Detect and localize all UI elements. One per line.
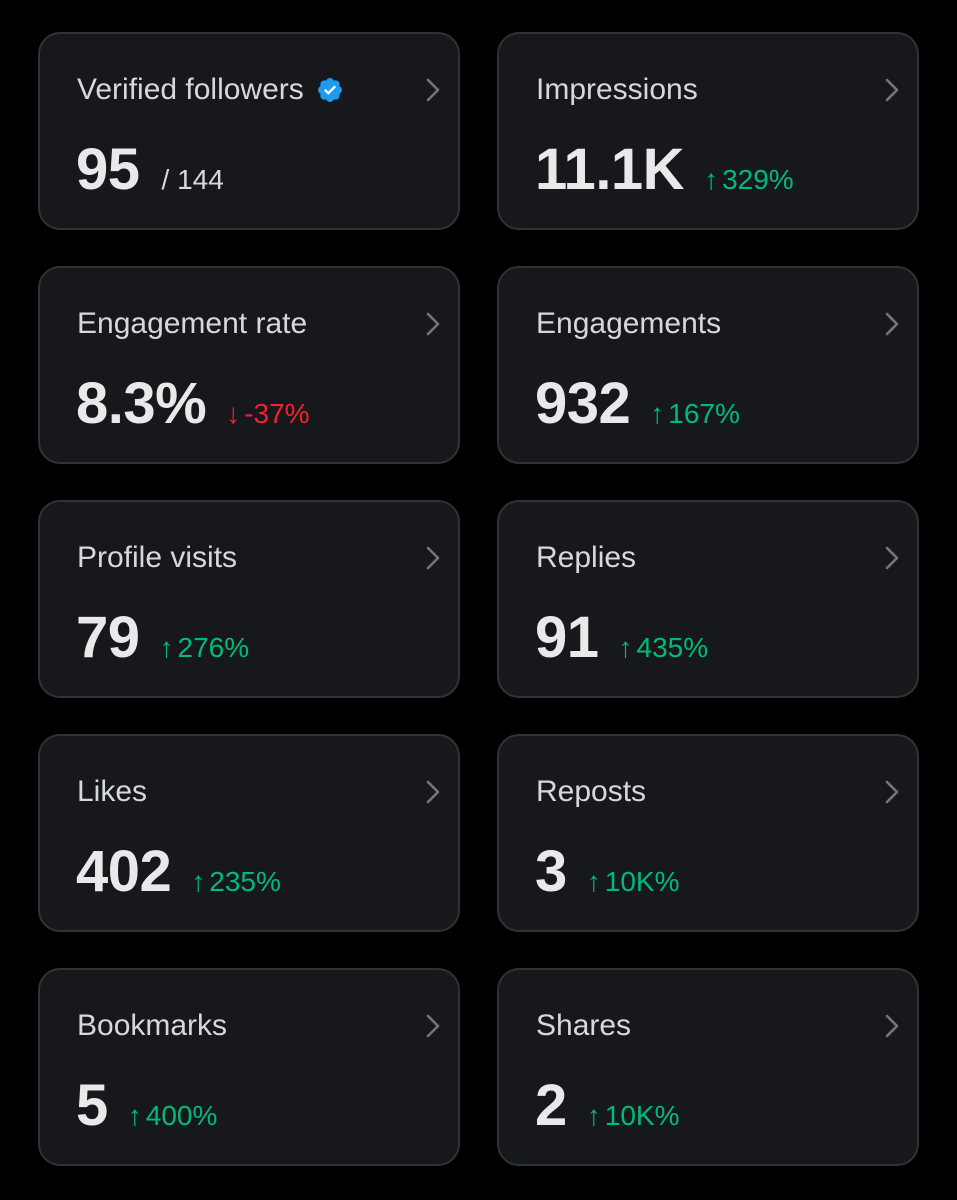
card-replies[interactable]: Replies 91 ↑ 435% [497, 500, 919, 698]
metric-change: ↑ 10K% [587, 1100, 680, 1132]
chevron-right-icon [885, 312, 899, 336]
chevron-right-icon [426, 78, 440, 102]
change-text: -37% [244, 398, 310, 429]
arrow-up-icon: ↑ [650, 398, 665, 429]
arrow-up-icon: ↑ [127, 1100, 142, 1131]
arrow-down-icon: ↓ [226, 398, 241, 429]
metric-change: ↓ -37% [226, 398, 309, 430]
card-title: Engagements [536, 307, 722, 340]
change-text: 276% [177, 632, 250, 663]
chevron-right-icon [426, 546, 440, 570]
metric-change: ↑ 167% [650, 398, 740, 430]
arrow-up-icon: ↑ [159, 632, 174, 663]
card-title: Verified followers [77, 73, 304, 106]
value-row: 8.3% ↓ -37% [76, 372, 310, 436]
change-text: 435% [636, 632, 709, 663]
chevron-right-icon [426, 780, 440, 804]
value-row: 402 ↑ 235% [76, 840, 281, 904]
chevron-right-icon [885, 1014, 899, 1038]
metric-change: ↑ 435% [619, 632, 709, 664]
metric-change: ↑ 276% [160, 632, 250, 664]
card-title: Engagement rate [77, 307, 308, 340]
value-row: 2 ↑ 10K% [535, 1074, 679, 1138]
arrow-up-icon: ↑ [191, 866, 206, 897]
chevron-right-icon [885, 546, 899, 570]
card-title: Impressions [536, 73, 698, 106]
metric-value: 11.1K [535, 137, 685, 202]
metric-change: ↑ 235% [191, 866, 281, 898]
card-title-wrap: Verified followers [77, 72, 344, 108]
chevron-right-icon [885, 780, 899, 804]
change-text: 400% [145, 1100, 218, 1131]
metric-change: ↑ 10K% [587, 866, 680, 898]
card-bookmarks[interactable]: Bookmarks 5 ↑ 400% [38, 968, 460, 1166]
value-row: 79 ↑ 276% [76, 606, 249, 670]
card-title: Bookmarks [77, 1009, 228, 1042]
card-title: Reposts [536, 775, 647, 808]
metric-value: 402 [76, 839, 172, 904]
value-row: 11.1K ↑ 329% [535, 138, 794, 202]
card-title: Profile visits [77, 541, 238, 574]
metric-value: 932 [535, 371, 631, 436]
value-row: 932 ↑ 167% [535, 372, 740, 436]
change-text: 10K% [604, 866, 680, 897]
change-text: 10K% [604, 1100, 680, 1131]
metric-value: 91 [535, 605, 599, 670]
value-row: 5 ↑ 400% [76, 1074, 217, 1138]
card-impressions[interactable]: Impressions 11.1K ↑ 329% [497, 32, 919, 230]
card-title: Shares [536, 1009, 632, 1042]
chevron-right-icon [885, 78, 899, 102]
card-engagements[interactable]: Engagements 932 ↑ 167% [497, 266, 919, 464]
arrow-up-icon: ↑ [586, 1100, 601, 1131]
card-title: Likes [77, 775, 148, 808]
arrow-up-icon: ↑ [618, 632, 633, 663]
metrics-grid: Verified followers 95 / 144 Impressions … [38, 32, 919, 1166]
change-text: 167% [668, 398, 740, 429]
metric-value: 5 [76, 1073, 108, 1138]
metric-change: ↑ 329% [704, 164, 794, 196]
chevron-right-icon [426, 1014, 440, 1038]
card-verified-followers[interactable]: Verified followers 95 / 144 [38, 32, 460, 230]
metric-change: ↑ 400% [128, 1100, 218, 1132]
card-likes[interactable]: Likes 402 ↑ 235% [38, 734, 460, 932]
metric-value: 8.3% [76, 371, 207, 436]
metric-value: 79 [76, 605, 140, 670]
chevron-right-icon [426, 312, 440, 336]
metric-value: 3 [535, 839, 567, 904]
arrow-up-icon: ↑ [704, 164, 719, 195]
metric-total: / 144 [161, 164, 224, 195]
verified-badge-icon [317, 78, 342, 102]
card-title: Replies [536, 541, 637, 574]
change-text: 235% [209, 866, 281, 897]
card-reposts[interactable]: Reposts 3 ↑ 10K% [497, 734, 919, 932]
metric-value: 2 [535, 1073, 567, 1138]
value-row: 3 ↑ 10K% [535, 840, 679, 904]
value-row: 91 ↑ 435% [535, 606, 708, 670]
value-row: 95 / 144 [76, 138, 224, 202]
card-shares[interactable]: Shares 2 ↑ 10K% [497, 968, 919, 1166]
card-engagement-rate[interactable]: Engagement rate 8.3% ↓ -37% [38, 266, 460, 464]
card-profile-visits[interactable]: Profile visits 79 ↑ 276% [38, 500, 460, 698]
arrow-up-icon: ↑ [586, 866, 601, 897]
change-text: 329% [722, 164, 794, 195]
metric-value: 95 [76, 137, 140, 202]
